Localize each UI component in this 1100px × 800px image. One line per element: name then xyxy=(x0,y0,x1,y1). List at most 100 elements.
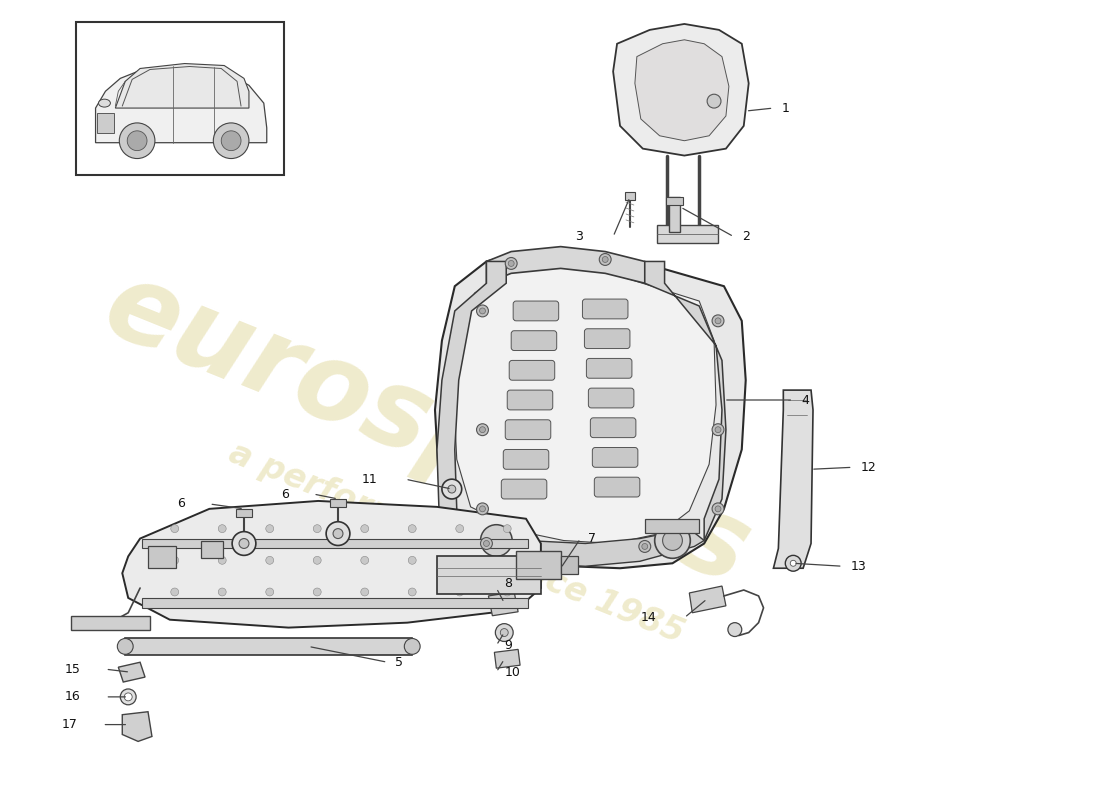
Circle shape xyxy=(504,556,512,564)
Bar xyxy=(625,192,635,200)
Text: 6: 6 xyxy=(280,487,288,501)
Bar xyxy=(76,22,284,175)
Circle shape xyxy=(221,131,241,150)
Text: a performance since 1985: a performance since 1985 xyxy=(224,437,690,650)
Circle shape xyxy=(266,525,274,533)
Circle shape xyxy=(785,555,801,571)
Text: 5: 5 xyxy=(395,656,404,669)
Text: 8: 8 xyxy=(504,577,513,590)
Bar xyxy=(561,556,579,574)
FancyBboxPatch shape xyxy=(505,420,551,439)
Circle shape xyxy=(442,479,462,499)
Text: 2: 2 xyxy=(741,230,749,243)
Circle shape xyxy=(715,426,720,433)
Polygon shape xyxy=(690,586,726,613)
Text: 9: 9 xyxy=(504,639,513,652)
Circle shape xyxy=(639,541,651,552)
Circle shape xyxy=(707,94,721,108)
Circle shape xyxy=(120,689,136,705)
Polygon shape xyxy=(613,24,749,155)
Ellipse shape xyxy=(99,99,110,107)
Circle shape xyxy=(170,588,178,596)
Circle shape xyxy=(504,525,512,533)
Circle shape xyxy=(361,556,368,564)
Polygon shape xyxy=(488,592,518,616)
FancyBboxPatch shape xyxy=(582,299,628,319)
FancyBboxPatch shape xyxy=(588,388,634,408)
Circle shape xyxy=(654,522,691,558)
FancyBboxPatch shape xyxy=(502,479,547,499)
Polygon shape xyxy=(635,40,729,141)
Circle shape xyxy=(508,261,514,266)
Bar xyxy=(142,598,528,608)
Circle shape xyxy=(600,254,612,266)
Circle shape xyxy=(602,257,608,262)
FancyBboxPatch shape xyxy=(514,301,559,321)
Circle shape xyxy=(218,556,227,564)
Bar xyxy=(666,197,683,205)
Bar xyxy=(97,113,114,133)
Polygon shape xyxy=(456,529,704,566)
Circle shape xyxy=(361,588,368,596)
Text: 13: 13 xyxy=(850,560,867,573)
Circle shape xyxy=(314,525,321,533)
Text: 3: 3 xyxy=(575,230,583,243)
Circle shape xyxy=(213,123,249,158)
Bar xyxy=(201,541,223,558)
Text: 10: 10 xyxy=(504,666,520,678)
Circle shape xyxy=(728,622,741,637)
Bar xyxy=(657,225,718,242)
FancyBboxPatch shape xyxy=(592,447,638,467)
Circle shape xyxy=(712,315,724,326)
Circle shape xyxy=(715,506,720,512)
Bar xyxy=(125,638,412,655)
Circle shape xyxy=(119,123,155,158)
Bar xyxy=(70,616,150,630)
Circle shape xyxy=(500,629,508,637)
Circle shape xyxy=(481,538,493,550)
Polygon shape xyxy=(434,250,746,568)
FancyBboxPatch shape xyxy=(504,450,549,470)
Text: 7: 7 xyxy=(588,532,596,545)
Text: 4: 4 xyxy=(801,394,808,406)
Polygon shape xyxy=(122,712,152,742)
Circle shape xyxy=(118,638,133,654)
Circle shape xyxy=(218,525,227,533)
Polygon shape xyxy=(486,246,645,283)
Circle shape xyxy=(266,556,274,564)
Circle shape xyxy=(455,525,464,533)
FancyBboxPatch shape xyxy=(509,361,554,380)
Circle shape xyxy=(408,588,416,596)
Text: 12: 12 xyxy=(860,461,877,474)
Text: 15: 15 xyxy=(65,662,80,676)
Circle shape xyxy=(218,588,227,596)
Circle shape xyxy=(170,556,178,564)
Polygon shape xyxy=(494,650,520,668)
Text: 1: 1 xyxy=(781,102,789,114)
Circle shape xyxy=(455,588,464,596)
Circle shape xyxy=(476,503,488,514)
Circle shape xyxy=(481,525,513,556)
Bar xyxy=(516,551,561,579)
Polygon shape xyxy=(96,66,267,142)
Polygon shape xyxy=(119,662,145,682)
Polygon shape xyxy=(645,262,726,541)
Circle shape xyxy=(476,305,488,317)
Circle shape xyxy=(455,556,464,564)
Circle shape xyxy=(484,541,490,546)
Text: 11: 11 xyxy=(362,473,377,486)
Polygon shape xyxy=(773,390,813,568)
Circle shape xyxy=(361,525,368,533)
Circle shape xyxy=(128,131,147,150)
Bar xyxy=(148,546,176,568)
Circle shape xyxy=(326,522,350,546)
Polygon shape xyxy=(437,262,506,530)
Bar xyxy=(330,499,345,507)
Circle shape xyxy=(408,525,416,533)
Circle shape xyxy=(480,308,485,314)
Circle shape xyxy=(314,588,321,596)
FancyBboxPatch shape xyxy=(586,358,631,378)
Circle shape xyxy=(480,426,485,433)
Circle shape xyxy=(170,525,178,533)
Circle shape xyxy=(448,485,455,493)
